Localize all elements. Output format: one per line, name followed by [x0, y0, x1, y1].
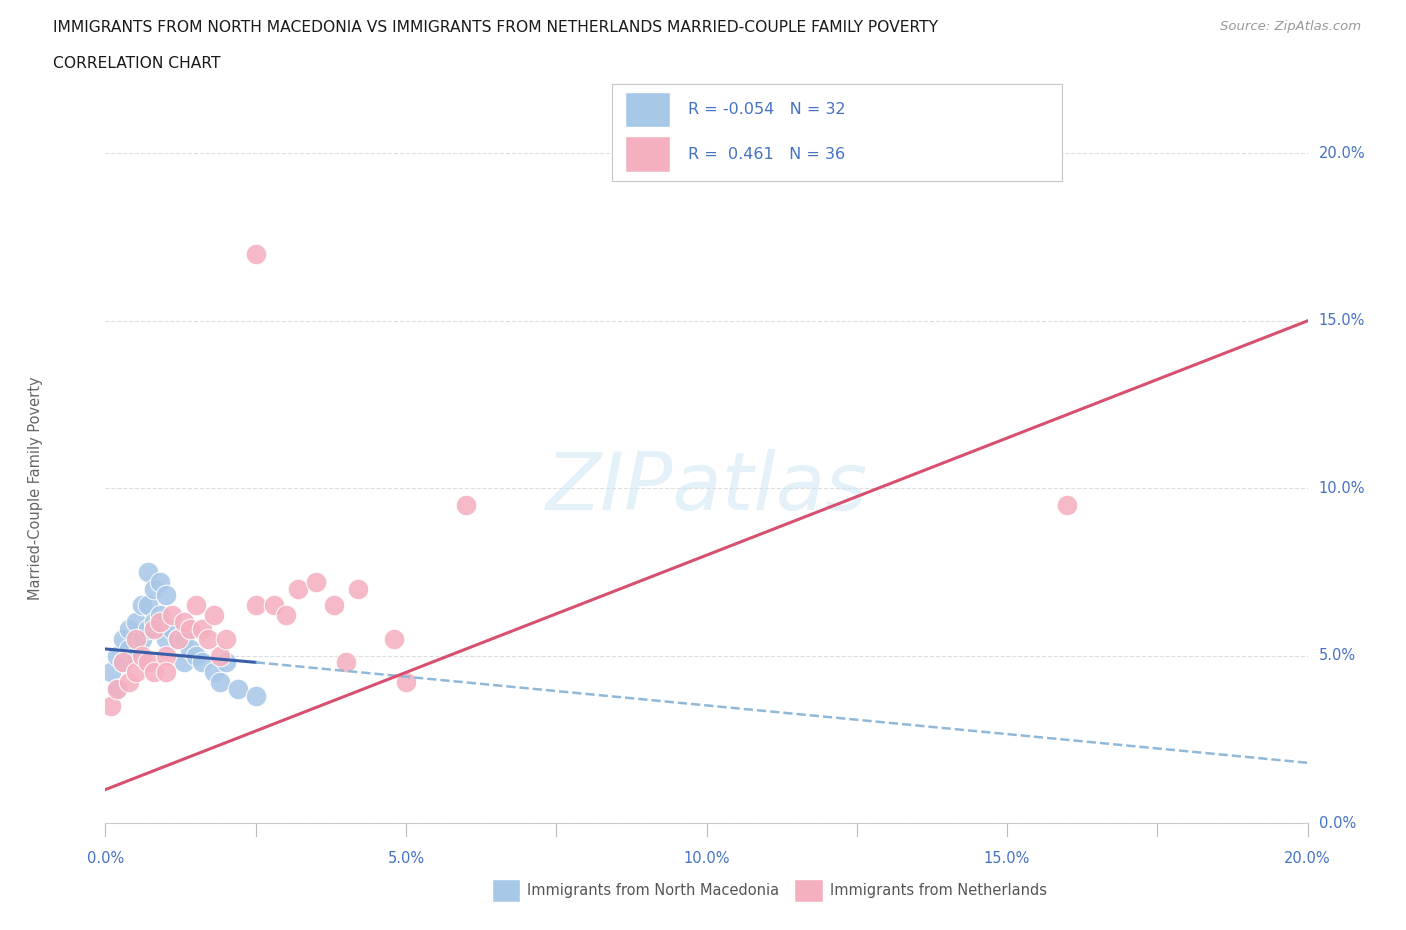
Point — [155, 588, 177, 603]
Point — [322, 598, 344, 613]
Point — [347, 581, 370, 596]
Text: R = -0.054   N = 32: R = -0.054 N = 32 — [688, 101, 846, 116]
Point — [107, 682, 129, 697]
Text: Source: ZipAtlas.com: Source: ZipAtlas.com — [1220, 20, 1361, 33]
Point — [245, 598, 267, 613]
Point — [100, 665, 122, 680]
Text: Immigrants from North Macedonia: Immigrants from North Macedonia — [527, 883, 779, 898]
Point — [118, 642, 141, 657]
Point — [100, 698, 122, 713]
Point — [173, 615, 195, 630]
Point — [274, 608, 297, 623]
Point — [136, 621, 159, 636]
Text: 0.0%: 0.0% — [87, 851, 124, 866]
Point — [245, 246, 267, 261]
Point — [335, 655, 357, 670]
Point — [148, 608, 170, 623]
Point — [173, 631, 195, 646]
Point — [118, 675, 141, 690]
Point — [202, 608, 225, 623]
Point — [142, 615, 165, 630]
Point — [136, 655, 159, 670]
Text: 20.0%: 20.0% — [1284, 851, 1331, 866]
Point — [214, 631, 236, 646]
Text: 20.0%: 20.0% — [1319, 146, 1365, 161]
Text: IMMIGRANTS FROM NORTH MACEDONIA VS IMMIGRANTS FROM NETHERLANDS MARRIED-COUPLE FA: IMMIGRANTS FROM NORTH MACEDONIA VS IMMIG… — [53, 20, 938, 35]
Point — [305, 575, 328, 590]
Point — [112, 631, 135, 646]
Point — [107, 648, 129, 663]
Point — [179, 642, 201, 657]
FancyBboxPatch shape — [626, 137, 671, 172]
Point — [142, 621, 165, 636]
Point — [131, 598, 153, 613]
Point — [208, 675, 231, 690]
Text: 5.0%: 5.0% — [1319, 648, 1355, 663]
Point — [179, 621, 201, 636]
Point — [124, 631, 146, 646]
Text: 10.0%: 10.0% — [683, 851, 730, 866]
Point — [155, 631, 177, 646]
Text: Married-Couple Family Poverty: Married-Couple Family Poverty — [28, 377, 44, 600]
Point — [190, 621, 212, 636]
Point — [131, 631, 153, 646]
Point — [1056, 498, 1078, 512]
Point — [166, 631, 188, 646]
Point — [287, 581, 309, 596]
Point — [142, 581, 165, 596]
Point — [124, 665, 146, 680]
Point — [166, 631, 188, 646]
Point — [190, 655, 212, 670]
Point — [136, 598, 159, 613]
Point — [124, 615, 146, 630]
Point — [136, 565, 159, 579]
Point — [184, 648, 207, 663]
Point — [382, 631, 405, 646]
Text: Immigrants from Netherlands: Immigrants from Netherlands — [830, 883, 1046, 898]
Point — [454, 498, 477, 512]
Point — [395, 675, 418, 690]
Point — [208, 648, 231, 663]
Text: ZIPatlas: ZIPatlas — [546, 449, 868, 527]
Text: 15.0%: 15.0% — [1319, 313, 1365, 328]
Point — [148, 615, 170, 630]
Text: CORRELATION CHART: CORRELATION CHART — [53, 56, 221, 71]
Point — [197, 631, 219, 646]
Point — [112, 655, 135, 670]
Point — [118, 621, 141, 636]
Point — [202, 665, 225, 680]
Text: 5.0%: 5.0% — [388, 851, 425, 866]
Text: R =  0.461   N = 36: R = 0.461 N = 36 — [688, 147, 845, 162]
Point — [160, 621, 183, 636]
Text: 0.0%: 0.0% — [1319, 816, 1355, 830]
Point — [226, 682, 249, 697]
Point — [184, 598, 207, 613]
Text: 15.0%: 15.0% — [984, 851, 1031, 866]
FancyBboxPatch shape — [626, 91, 671, 126]
Point — [173, 655, 195, 670]
Point — [263, 598, 285, 613]
Point — [160, 608, 183, 623]
Point — [142, 665, 165, 680]
Point — [155, 665, 177, 680]
Point — [155, 648, 177, 663]
Point — [214, 655, 236, 670]
Point — [131, 648, 153, 663]
Point — [245, 688, 267, 703]
Point — [112, 655, 135, 670]
Text: 10.0%: 10.0% — [1319, 481, 1365, 496]
Point — [107, 682, 129, 697]
Point — [148, 575, 170, 590]
Point — [124, 648, 146, 663]
